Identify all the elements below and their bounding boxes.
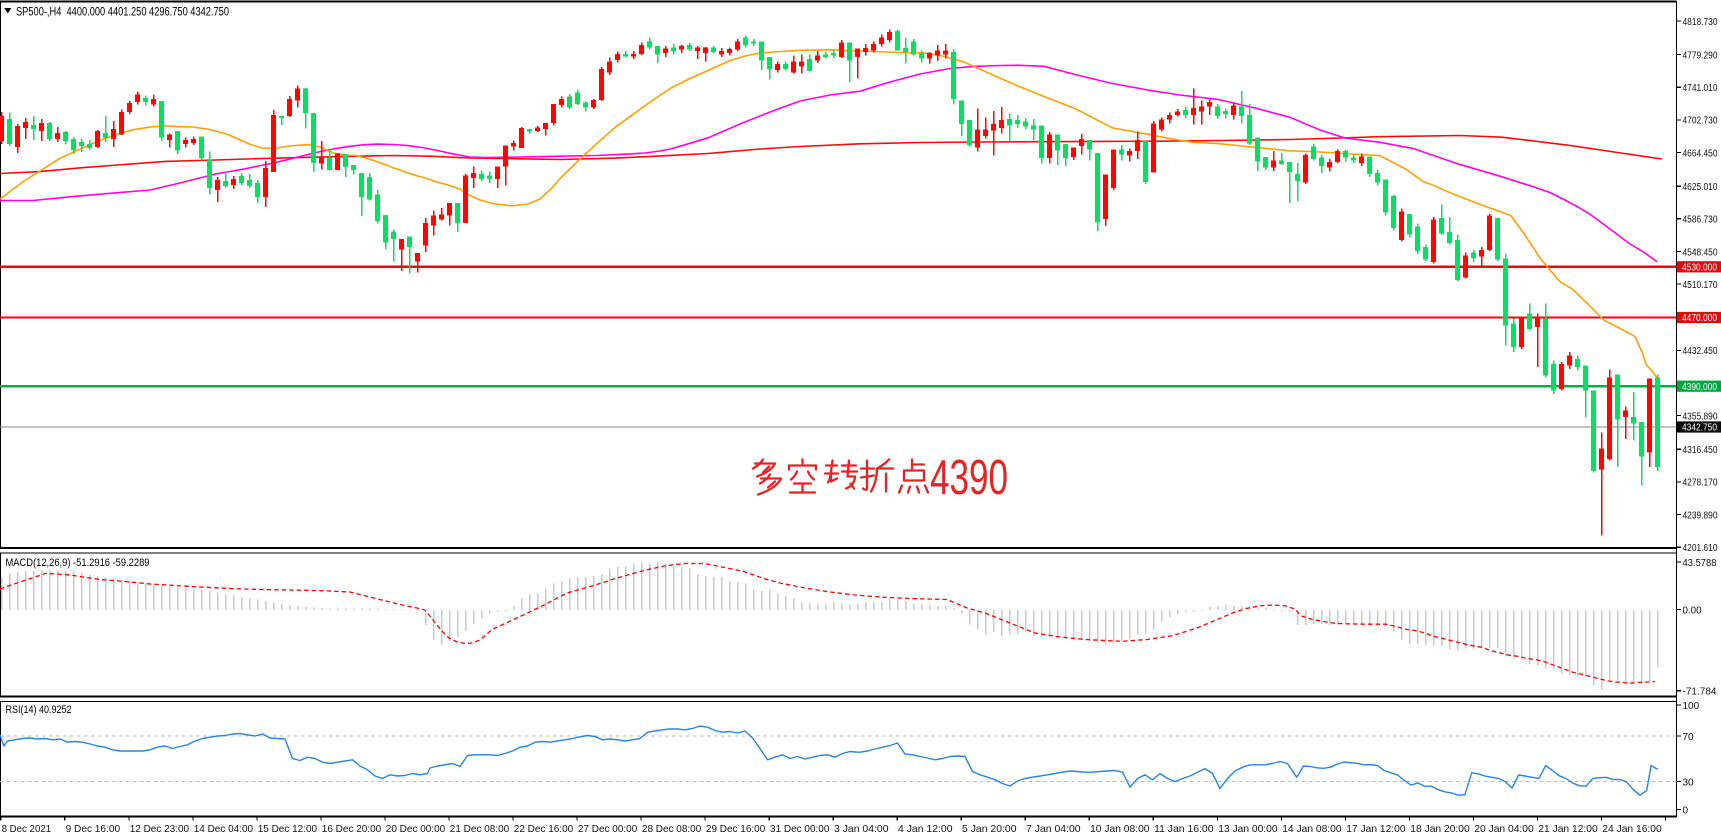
svg-text:4818.730: 4818.730 <box>1683 17 1718 28</box>
svg-text:24 Jan 16:00: 24 Jan 16:00 <box>1602 823 1662 835</box>
svg-text:4530.000: 4530.000 <box>1682 263 1717 274</box>
svg-text:30: 30 <box>1683 777 1695 788</box>
svg-text:4342.750: 4342.750 <box>1682 423 1717 434</box>
svg-text:13 Jan 00:00: 13 Jan 00:00 <box>1218 823 1278 835</box>
svg-text:21 Dec 08:00: 21 Dec 08:00 <box>450 823 510 835</box>
svg-text:4625.010: 4625.010 <box>1683 182 1718 193</box>
svg-text:29 Dec 16:00: 29 Dec 16:00 <box>706 823 766 835</box>
svg-text:17 Jan 12:00: 17 Jan 12:00 <box>1346 823 1406 835</box>
svg-text:31 Dec 00:00: 31 Dec 00:00 <box>770 823 830 835</box>
svg-text:4201.610: 4201.610 <box>1683 543 1718 554</box>
svg-text:18 Jan 20:00: 18 Jan 20:00 <box>1410 823 1470 835</box>
svg-text:10 Jan 08:00: 10 Jan 08:00 <box>1090 823 1150 835</box>
svg-text:4316.450: 4316.450 <box>1683 445 1718 456</box>
svg-text:16 Dec 20:00: 16 Dec 20:00 <box>322 823 382 835</box>
svg-text:100: 100 <box>1683 701 1700 712</box>
svg-text:SP500-,H4 4400.000 4401.250 4: SP500-,H4 4400.000 4401.250 4296.750 434… <box>16 6 229 18</box>
svg-text:4741.010: 4741.010 <box>1683 83 1718 94</box>
svg-text:4 Jan 12:00: 4 Jan 12:00 <box>898 823 953 835</box>
svg-text:RSI(14) 40.9252: RSI(14) 40.9252 <box>6 704 72 716</box>
svg-text:5 Jan 20:00: 5 Jan 20:00 <box>962 823 1017 835</box>
svg-text:28 Dec 08:00: 28 Dec 08:00 <box>642 823 702 835</box>
svg-text:4355.890: 4355.890 <box>1683 411 1718 422</box>
svg-text:7 Jan 04:00: 7 Jan 04:00 <box>1026 823 1081 835</box>
svg-text:9 Dec 16:00: 9 Dec 16:00 <box>66 823 121 835</box>
svg-text:43.5788: 43.5788 <box>1683 558 1717 569</box>
svg-text:14 Jan 08:00: 14 Jan 08:00 <box>1282 823 1342 835</box>
svg-text:4390.000: 4390.000 <box>1682 382 1717 393</box>
svg-text:12 Dec 23:00: 12 Dec 23:00 <box>130 823 190 835</box>
svg-text:27 Dec 00:00: 27 Dec 00:00 <box>578 823 638 835</box>
svg-text:4586.730: 4586.730 <box>1683 215 1718 226</box>
svg-text:11 Jan 16:00: 11 Jan 16:00 <box>1154 823 1214 835</box>
svg-text:22 Dec 16:00: 22 Dec 16:00 <box>514 823 574 835</box>
svg-text:4432.450: 4432.450 <box>1683 346 1718 357</box>
svg-text:14 Dec 04:00: 14 Dec 04:00 <box>194 823 254 835</box>
svg-text:-71.784: -71.784 <box>1683 687 1717 698</box>
svg-text:20 Jan 04:00: 20 Jan 04:00 <box>1474 823 1534 835</box>
svg-text:8 Dec 2021: 8 Dec 2021 <box>2 823 52 835</box>
svg-text:4548.450: 4548.450 <box>1683 247 1718 258</box>
svg-text:21 Jan 12:00: 21 Jan 12:00 <box>1538 823 1598 835</box>
svg-text:15 Dec 12:00: 15 Dec 12:00 <box>258 823 318 835</box>
svg-text:MACD(12,26,9) -51.2916 -59.228: MACD(12,26,9) -51.2916 -59.2289 <box>6 557 150 569</box>
svg-text:0.00: 0.00 <box>1683 605 1702 616</box>
svg-text:0: 0 <box>1683 805 1689 816</box>
svg-text:20 Dec 00:00: 20 Dec 00:00 <box>386 823 446 835</box>
svg-text:4664.450: 4664.450 <box>1683 148 1718 159</box>
svg-text:3 Jan 04:00: 3 Jan 04:00 <box>834 823 889 835</box>
svg-text:70: 70 <box>1683 732 1695 743</box>
svg-text:4470.000: 4470.000 <box>1682 313 1717 324</box>
svg-text:4278.170: 4278.170 <box>1683 478 1718 489</box>
svg-text:4239.890: 4239.890 <box>1683 510 1718 521</box>
svg-text:4510.170: 4510.170 <box>1683 280 1718 291</box>
svg-text:4390: 4390 <box>930 451 1008 505</box>
svg-text:4702.730: 4702.730 <box>1683 116 1718 127</box>
svg-text:4779.290: 4779.290 <box>1683 50 1718 61</box>
